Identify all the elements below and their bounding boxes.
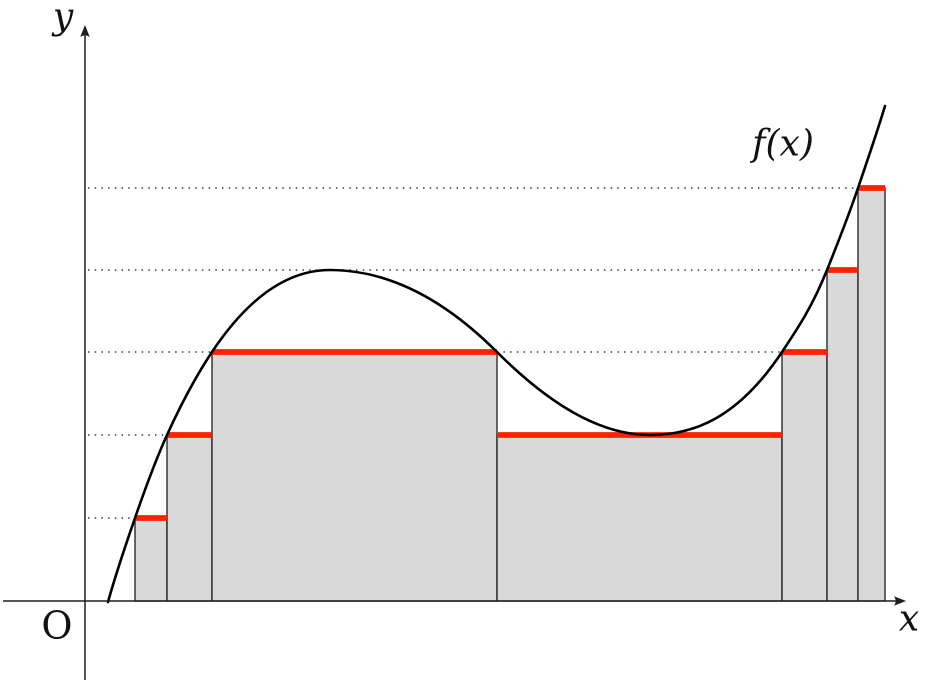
- riemann-rectangle: [826, 269, 859, 602]
- x-axis-label: x: [898, 598, 920, 640]
- function-curve: [106, 104, 887, 604]
- origin-label: O: [41, 603, 73, 648]
- x-axis-arrowhead: [894, 596, 906, 606]
- y-axis-label: y: [52, 0, 74, 38]
- function-label: f(x): [752, 123, 814, 165]
- riemann-rectangle: [166, 434, 213, 602]
- riemann-rectangle: [781, 351, 828, 602]
- riemann-rectangle: [496, 434, 783, 602]
- riemann-rectangle: [211, 351, 498, 602]
- riemann-rectangle: [134, 517, 168, 602]
- riemann-rectangle: [857, 187, 886, 602]
- y-axis-arrowhead: [80, 25, 90, 37]
